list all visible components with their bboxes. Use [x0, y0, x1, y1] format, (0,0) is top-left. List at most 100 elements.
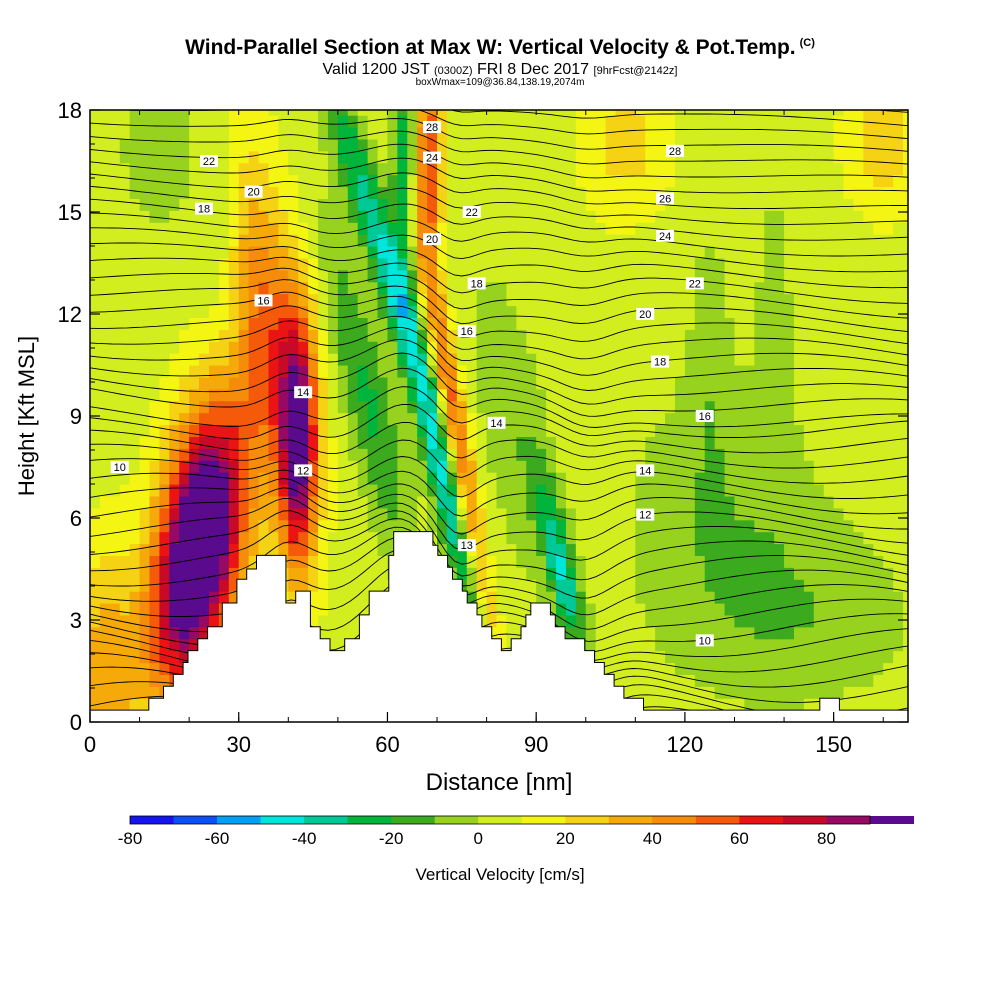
velocity-cell: [308, 436, 319, 449]
velocity-cell: [90, 400, 101, 414]
velocity-cell: [853, 626, 864, 640]
velocity-cell: [873, 305, 884, 318]
velocity-cell: [189, 127, 200, 140]
isentrope-label-box: [487, 416, 506, 429]
velocity-cell: [119, 246, 131, 259]
velocity-cell: [793, 412, 805, 426]
velocity-cell: [208, 603, 220, 616]
velocity-cell: [248, 222, 260, 235]
velocity-cell: [417, 495, 428, 509]
velocity-cell: [516, 222, 527, 235]
velocity-cell: [635, 531, 646, 545]
velocity-cell: [446, 210, 458, 223]
velocity-cell: [179, 317, 190, 330]
velocity-cell: [377, 412, 389, 426]
velocity-cell: [585, 110, 597, 116]
velocity-cell: [803, 424, 815, 437]
isentrope-label-text: 22: [466, 207, 478, 219]
velocity-cell: [516, 614, 527, 628]
velocity-cell: [605, 110, 617, 116]
velocity-cell: [704, 388, 716, 402]
velocity-cell: [823, 448, 835, 461]
velocity-cell: [536, 472, 547, 485]
isentrope-line: [90, 352, 908, 417]
velocity-cell: [228, 222, 240, 235]
velocity-cell: [734, 376, 745, 390]
velocity-cell: [734, 662, 745, 675]
isentrope-label: 18: [467, 277, 486, 290]
velocity-cell: [139, 495, 151, 509]
velocity-cell: [446, 519, 458, 533]
velocity-cell: [784, 210, 795, 223]
velocity-cell: [506, 603, 517, 616]
velocity-cell: [446, 281, 458, 295]
velocity-cell: [278, 460, 289, 473]
velocity-cell: [238, 495, 250, 509]
velocity-cell: [645, 127, 656, 140]
velocity-cell: [159, 495, 170, 509]
velocity-cell: [774, 305, 785, 318]
velocity-cell: [744, 448, 755, 461]
velocity-cell: [90, 543, 101, 556]
velocity-cell: [387, 365, 398, 378]
velocity-cell: [764, 246, 775, 259]
velocity-cell: [595, 376, 607, 390]
velocity-cell: [536, 150, 547, 164]
velocity-cell: [823, 115, 835, 128]
velocity-cell: [278, 531, 289, 545]
velocity-cell: [684, 412, 696, 426]
velocity-cell: [258, 115, 270, 128]
velocity-cell: [665, 329, 676, 342]
velocity-cell: [278, 186, 289, 199]
velocity-cell: [139, 638, 151, 652]
velocity-cell: [258, 246, 270, 259]
velocity-cell: [793, 353, 805, 366]
velocity-cell: [575, 110, 587, 116]
velocity-cell: [744, 162, 755, 176]
velocity-cell: [189, 329, 200, 342]
velocity-cell: [546, 376, 557, 390]
velocity-cell: [437, 400, 448, 414]
velocity-cell: [258, 376, 270, 390]
velocity-cell: [169, 519, 180, 533]
velocity-cell: [833, 650, 845, 664]
velocity-cell: [813, 329, 825, 342]
velocity-cell: [853, 614, 864, 628]
velocity-cell: [238, 424, 250, 437]
velocity-cell: [179, 305, 190, 318]
velocity-cell: [764, 365, 775, 378]
velocity-cell: [327, 341, 339, 354]
velocity-cell: [258, 484, 270, 497]
velocity-cell: [556, 174, 567, 188]
velocity-cell: [754, 353, 765, 366]
velocity-cell: [139, 281, 151, 295]
velocity-cell: [308, 591, 319, 604]
velocity-cell: [565, 614, 577, 628]
velocity-cell: [843, 198, 855, 211]
velocity-cell: [575, 186, 587, 199]
isentrope-line: [90, 518, 908, 599]
velocity-cell: [754, 531, 765, 545]
velocity-cell: [724, 110, 736, 116]
velocity-cell: [585, 638, 597, 652]
velocity-cell: [327, 210, 339, 223]
velocity-cell: [823, 388, 835, 402]
velocity-cell: [437, 293, 448, 307]
velocity-cell: [139, 674, 151, 687]
velocity-cell: [496, 115, 508, 128]
velocity-cell: [764, 662, 775, 675]
velocity-cell: [595, 507, 607, 521]
colorbar-swatch: [434, 816, 479, 824]
velocity-cell: [159, 127, 170, 140]
velocity-cell: [873, 412, 884, 426]
velocity-cell: [278, 365, 289, 378]
velocity-cell: [179, 210, 190, 223]
velocity-cell: [318, 567, 329, 580]
velocity-cell: [893, 626, 904, 640]
velocity-cell: [645, 269, 656, 283]
velocity-cell: [655, 626, 666, 640]
velocity-cell: [496, 579, 508, 592]
velocity-cell: [585, 567, 597, 580]
velocity-cell: [476, 412, 488, 426]
velocity-cell: [268, 365, 279, 378]
